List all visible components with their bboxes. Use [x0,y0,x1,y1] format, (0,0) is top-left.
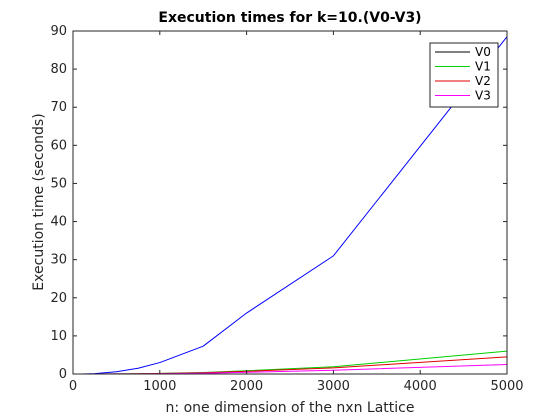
chart-title: Execution times for k=10.(V0-V3) [158,10,421,26]
y-tick-label: 10 [50,329,67,344]
x-tick-label: 5000 [490,379,523,394]
legend-box [429,42,499,108]
x-axis-label: n: one dimension of the nxn Lattice [166,400,415,416]
y-axis-label: Execution time (seconds) [31,113,47,290]
x-tick-label: 4000 [404,379,437,394]
x-tick-label: 3000 [317,379,350,394]
series-line-v0 [81,36,508,375]
legend-label: V3 [475,89,491,103]
x-tick-label: 0 [69,379,77,394]
y-tick-label: 70 [50,100,67,115]
ticks-layer: 0 1000 2000 3000 4000 5000 0 10 20 30 40 50 60 70 80 90 [50,24,523,394]
y-tick-label: 60 [50,138,67,153]
legend-label: V0 [475,45,491,59]
y-tick-label: 20 [50,291,67,306]
y-tick-label: 50 [50,176,67,191]
y-tick-label: 0 [59,367,67,382]
legend-label: V1 [475,60,491,74]
x-tick-label: 2000 [230,379,263,394]
y-tick-label: 80 [50,62,67,77]
x-tick-label: 1000 [143,379,176,394]
plot-frame [72,30,508,375]
y-tick-label: 40 [50,215,67,230]
legend-label: V2 [475,74,491,88]
y-tick-label: 30 [50,253,67,268]
y-tick-label: 90 [50,24,67,39]
